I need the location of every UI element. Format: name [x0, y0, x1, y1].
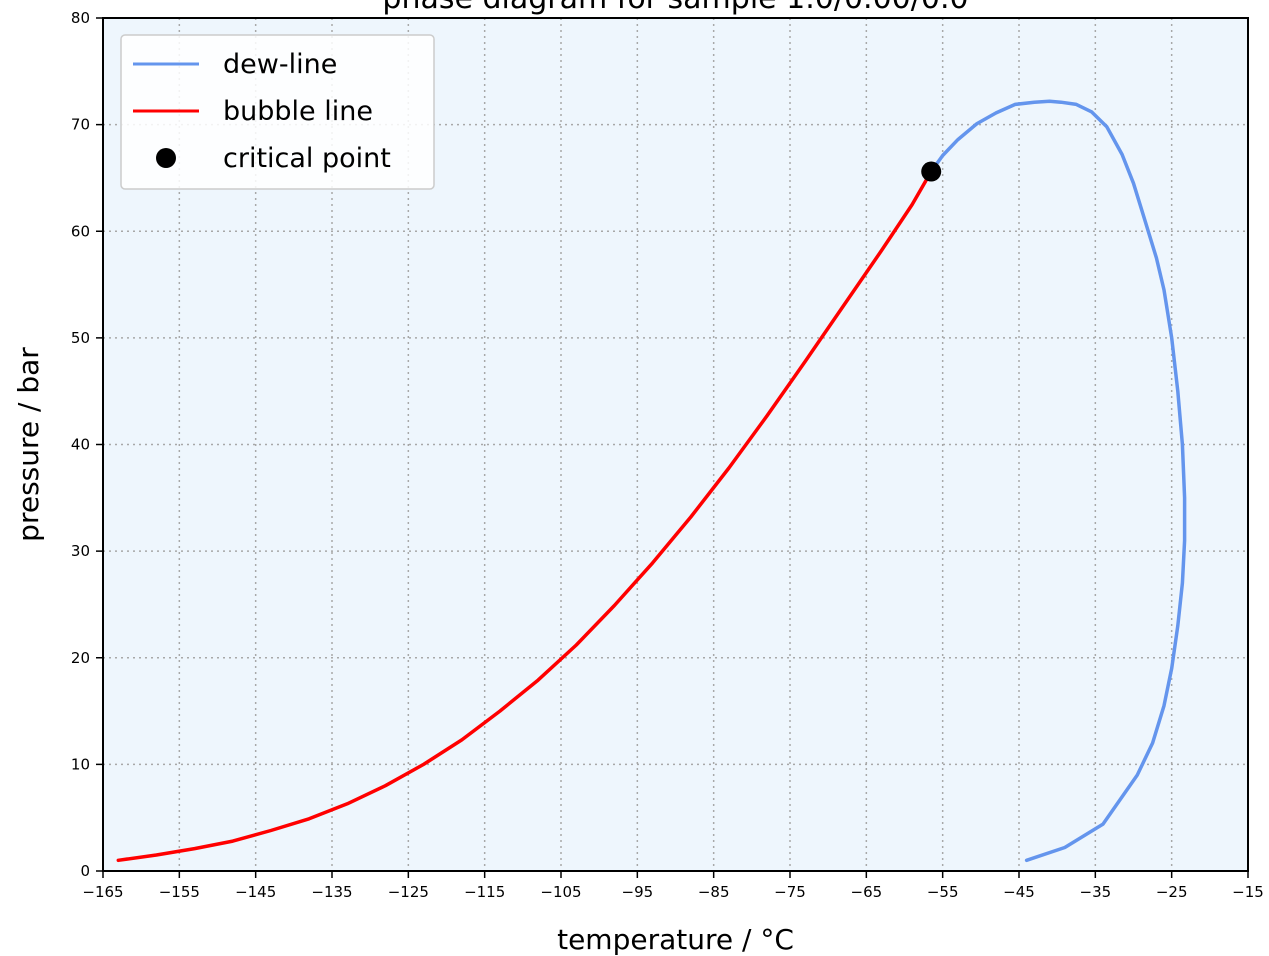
series-dew-line — [929, 99, 1187, 863]
x-tick-label: −85 — [698, 883, 730, 901]
series-layer — [116, 99, 1187, 863]
x-tick-label: −135 — [311, 883, 352, 901]
x-tick-label: −65 — [851, 883, 883, 901]
x-tick-label: −25 — [1156, 883, 1188, 901]
grid — [103, 18, 1248, 871]
critical-point-layer — [921, 161, 942, 182]
y-tick-label: 80 — [71, 9, 90, 27]
y-tick-label: 30 — [71, 542, 90, 560]
y-tick-label: 70 — [71, 116, 90, 134]
y-tick-label: 60 — [71, 222, 90, 240]
y-axis-label: pressure / bar — [12, 347, 45, 542]
x-axis-label: temperature / °C — [557, 923, 794, 956]
series-bubble-line — [116, 169, 933, 863]
x-tick-label: −125 — [388, 883, 429, 901]
legend-marker-critical-point — [156, 148, 176, 168]
x-tick-label: −155 — [159, 883, 200, 901]
x-tick-label: −45 — [1003, 883, 1035, 901]
x-tick-label: −115 — [464, 883, 505, 901]
x-tick-label: −95 — [622, 883, 654, 901]
x-tick-label: −15 — [1232, 883, 1264, 901]
y-tick-label: 10 — [71, 755, 90, 773]
x-tick-label: −75 — [774, 883, 806, 901]
x-tick-label: −105 — [540, 883, 581, 901]
y-tick-label: 20 — [71, 649, 90, 667]
legend-box — [120, 34, 435, 190]
y-tick-label: 50 — [71, 329, 90, 347]
x-tick-label: −35 — [1080, 883, 1112, 901]
x-tick-label: −145 — [235, 883, 276, 901]
critical-point-marker — [921, 161, 942, 182]
x-axis-ticks: −165 −155 −145 −135 −125 −115 −105 −95 −85 −75 −65… — [82, 871, 1264, 901]
x-tick-label: −55 — [927, 883, 959, 901]
legend-label-dew-line: dew-line — [223, 49, 337, 80]
legend: dew-line bubble line critical point — [120, 34, 435, 190]
chart-title: phase diagram for sample 1.0/0.00/0.0 — [382, 0, 968, 16]
y-axis-ticks: 0 10 20 30 40 50 60 70 80 — [71, 9, 103, 880]
legend-label-bubble-line: bubble line — [223, 96, 373, 127]
x-tick-label: −165 — [82, 883, 123, 901]
y-tick-label: 0 — [80, 862, 90, 880]
y-tick-label: 40 — [71, 436, 90, 454]
legend-label-critical-point: critical point — [223, 143, 391, 174]
